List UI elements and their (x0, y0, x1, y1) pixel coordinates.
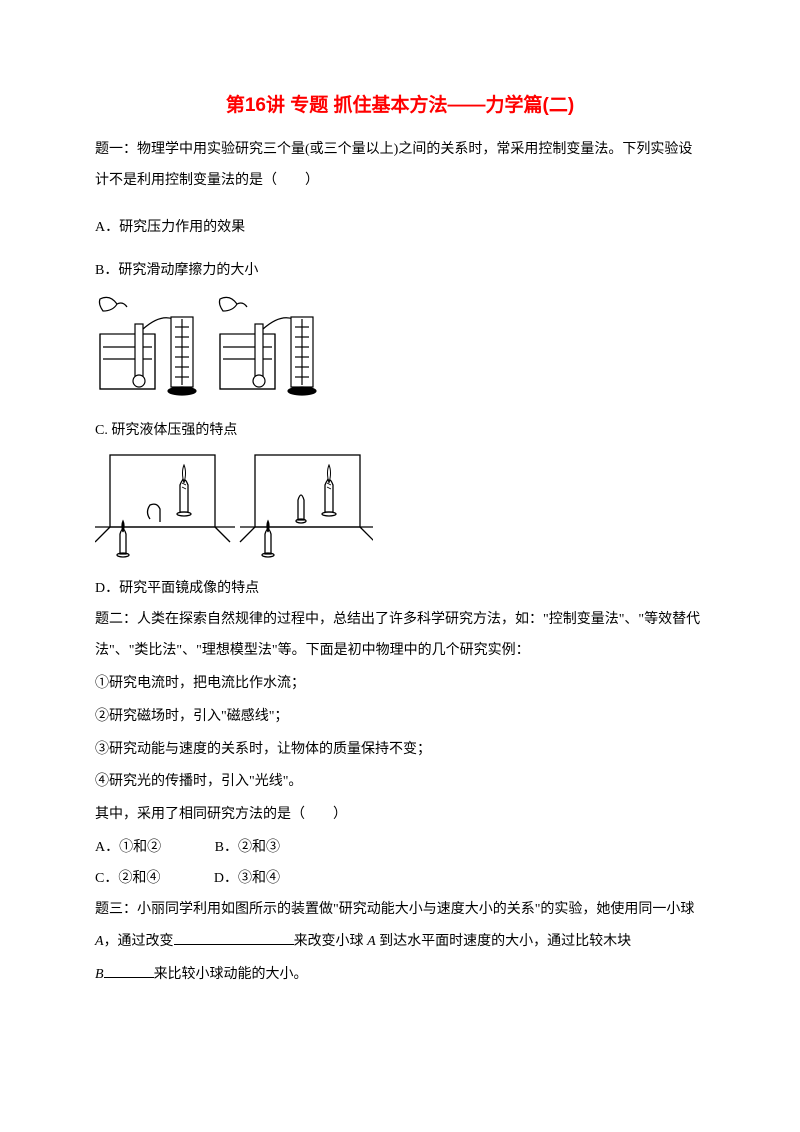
q3-part1: 题三：小丽同学利用如图所示的装置做"研究动能大小与速度大小的关系"的实验，她使用… (95, 902, 694, 917)
q2-item-2: ②研究磁场时，引入"磁感线"； (95, 702, 705, 733)
q2-prompt: 其中，采用了相同研究方法的是（ ） (95, 800, 705, 831)
q3-block-b-label: B (95, 967, 104, 982)
blank-2 (104, 964, 154, 978)
q2-option-b: B．②和③ (215, 833, 280, 864)
q1-option-c: C. 研究液体压强的特点 (95, 418, 705, 443)
q3-part2: ，通过改变 (104, 934, 174, 949)
q2-item-4: ④研究光的传播时，引入"光线"。 (95, 767, 705, 798)
q2-stem: 题二：人类在探索自然规律的过程中，总结出了许多科学研究方法，如："控制变量法"、… (95, 605, 705, 667)
q1-option-b: B．研究滑动摩擦力的大小 (95, 258, 705, 283)
q2-option-c: C．②和④ (95, 864, 160, 895)
q2-item-3: ③研究动能与速度的关系时，让物体的质量保持不变； (95, 735, 705, 766)
q3-part5: 来比较小球动能的大小。 (154, 967, 308, 982)
q3-line-1: 题三：小丽同学利用如图所示的装置做"研究动能大小与速度大小的关系"的实验，她使用… (95, 895, 705, 926)
q3-line-3: B 来比较小球动能的大小。 (95, 960, 705, 991)
q1-stem: 题一：物理学中用实验研究三个量(或三个量以上)之间的关系时，常采用控制变量法。下… (95, 135, 705, 197)
q2-options-row-1: A．①和② B．②和③ (95, 833, 705, 864)
q3-line-2: A，通过改变来改变小球 A 到达水平面时速度的大小，通过比较木块 (95, 927, 705, 958)
blank-1 (174, 931, 294, 945)
q1-option-d: D．研究平面镜成像的特点 (95, 576, 705, 601)
q1-option-a: A．研究压力作用的效果 (95, 215, 705, 240)
q3-part3: 来改变小球 (294, 934, 364, 949)
document-title: 第16讲 专题 抓住基本方法——力学篇(二) (95, 90, 705, 117)
q3-ball-a-label: A (95, 934, 104, 949)
q2-options-row-2: C．②和④ D．③和④ (95, 864, 705, 895)
q2-option-d: D．③和④ (214, 864, 280, 895)
q3-part4: 到达水平面时速度的大小，通过比较木块 (379, 934, 631, 949)
figure-mirror-candle (95, 447, 705, 572)
q3-ball-a-label-2: A (367, 934, 376, 949)
figure-pressure-apparatus (95, 289, 705, 414)
q2-item-1: ①研究电流时，把电流比作水流； (95, 669, 705, 700)
q2-option-a: A．①和② (95, 833, 161, 864)
